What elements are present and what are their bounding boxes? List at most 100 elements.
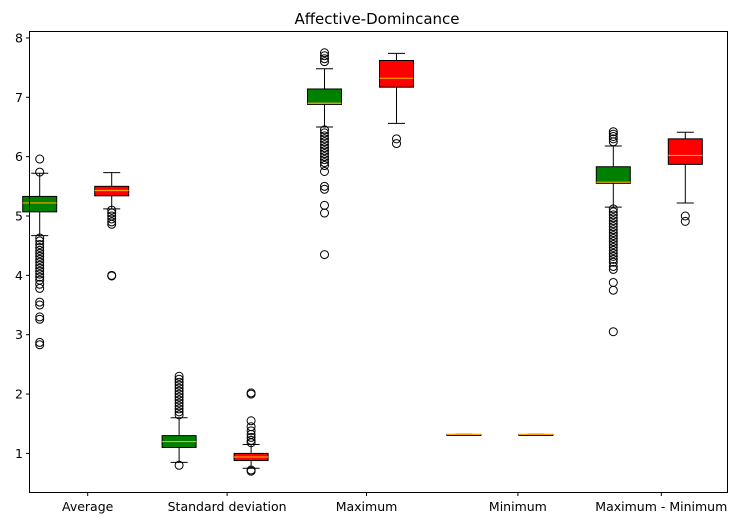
outlier-point xyxy=(35,248,45,258)
outlier-point xyxy=(35,269,45,279)
outlier-point xyxy=(35,263,45,273)
outlier-point xyxy=(608,251,618,261)
outlier-point xyxy=(35,167,45,177)
outlier-point xyxy=(174,401,184,411)
outlier-point xyxy=(320,146,329,156)
outlier-point xyxy=(608,213,618,223)
outlier-point xyxy=(107,271,117,281)
outlier-point xyxy=(608,134,618,144)
outlier-point xyxy=(174,407,184,417)
outlier-point xyxy=(320,48,329,58)
outlier-point xyxy=(174,383,184,393)
outlier-point xyxy=(608,248,618,258)
outlier-point xyxy=(320,131,329,141)
outlier-point xyxy=(174,377,184,387)
outlier-point xyxy=(174,380,184,390)
outlier-point xyxy=(392,134,401,144)
outlier-point xyxy=(608,137,618,147)
outlier-point xyxy=(608,228,618,238)
outlier-point xyxy=(320,128,329,138)
box-red xyxy=(667,138,703,165)
outlier-point xyxy=(320,250,329,260)
outlier-point xyxy=(35,297,45,307)
outlier-point xyxy=(320,152,329,162)
outlier-point xyxy=(246,432,256,442)
outlier-point xyxy=(246,426,256,436)
chart-title: Affective-Domincance xyxy=(294,10,459,28)
outlier-point xyxy=(680,216,690,226)
outlier-point xyxy=(608,245,618,255)
box-green xyxy=(595,166,631,184)
outlier-point xyxy=(246,466,256,476)
outlier-point xyxy=(246,438,256,448)
outlier-point xyxy=(320,184,329,194)
box-red xyxy=(379,59,414,88)
outlier-point xyxy=(107,217,117,227)
y-tick-label: 5 xyxy=(15,209,23,224)
y-tick-label: 7 xyxy=(15,90,23,105)
outlier-point xyxy=(35,233,45,243)
outlier-point xyxy=(608,127,618,137)
outlier-point xyxy=(246,416,256,426)
outlier-point xyxy=(608,234,618,244)
outlier-point xyxy=(174,389,184,399)
outlier-point xyxy=(246,435,256,445)
outlier-point xyxy=(680,211,690,221)
outlier-point xyxy=(608,264,618,274)
plot-frame xyxy=(29,31,728,493)
outlier-point xyxy=(320,143,329,153)
outlier-point xyxy=(320,161,329,171)
outlier-point xyxy=(608,219,618,229)
outlier-point xyxy=(608,254,618,264)
outlier-point xyxy=(608,210,618,220)
box-green xyxy=(307,88,342,105)
outlier-point xyxy=(608,237,618,247)
outlier-point xyxy=(608,231,618,241)
outlier-point xyxy=(35,279,45,289)
outlier-point xyxy=(608,204,618,214)
outlier-point xyxy=(35,312,45,322)
box-green xyxy=(22,195,58,213)
plot-area: 1 2 3 4 5 6 7 8 Average Standard deviation Maximum… xyxy=(15,30,727,514)
outlier-point xyxy=(608,257,618,267)
x-tick-label: Average xyxy=(62,499,114,514)
outlier-point xyxy=(35,236,45,246)
outlier-point xyxy=(35,154,45,164)
outlier-point xyxy=(174,410,184,420)
outlier-point xyxy=(35,251,45,261)
outlier-point xyxy=(35,300,45,310)
outlier-point xyxy=(608,277,618,287)
outlier-point xyxy=(608,225,618,235)
outlier-point xyxy=(392,139,401,149)
y-tick-label: 1 xyxy=(15,446,23,461)
outlier-point xyxy=(608,285,618,295)
outlier-point xyxy=(35,340,45,350)
outlier-point xyxy=(320,51,329,61)
outlier-point xyxy=(107,205,117,215)
outlier-point xyxy=(35,266,45,276)
outlier-point xyxy=(608,261,618,271)
outlier-point xyxy=(608,222,618,232)
outlier-point xyxy=(174,398,184,408)
x-tick-label: Minimum xyxy=(489,499,547,514)
outlier-point xyxy=(35,272,45,282)
outlier-point xyxy=(35,254,45,264)
outlier-point xyxy=(320,149,329,159)
outlier-point xyxy=(608,207,618,217)
outlier-point xyxy=(320,155,329,165)
outlier-point xyxy=(35,337,45,347)
outlier-point xyxy=(608,242,618,252)
y-tick-label: 2 xyxy=(15,387,23,402)
outlier-point xyxy=(107,214,117,224)
outlier-point xyxy=(174,371,184,381)
y-tick-label: 6 xyxy=(15,149,23,164)
outlier-point xyxy=(35,257,45,267)
outlier-point xyxy=(174,460,184,470)
outlier-point xyxy=(320,134,329,144)
x-tick-label: Standard deviation xyxy=(168,499,287,514)
x-tick-label: Maximum xyxy=(336,499,398,514)
outlier-point xyxy=(246,389,256,399)
outlier-point xyxy=(174,404,184,414)
outlier-point xyxy=(608,327,618,337)
outlier-point xyxy=(174,392,184,402)
